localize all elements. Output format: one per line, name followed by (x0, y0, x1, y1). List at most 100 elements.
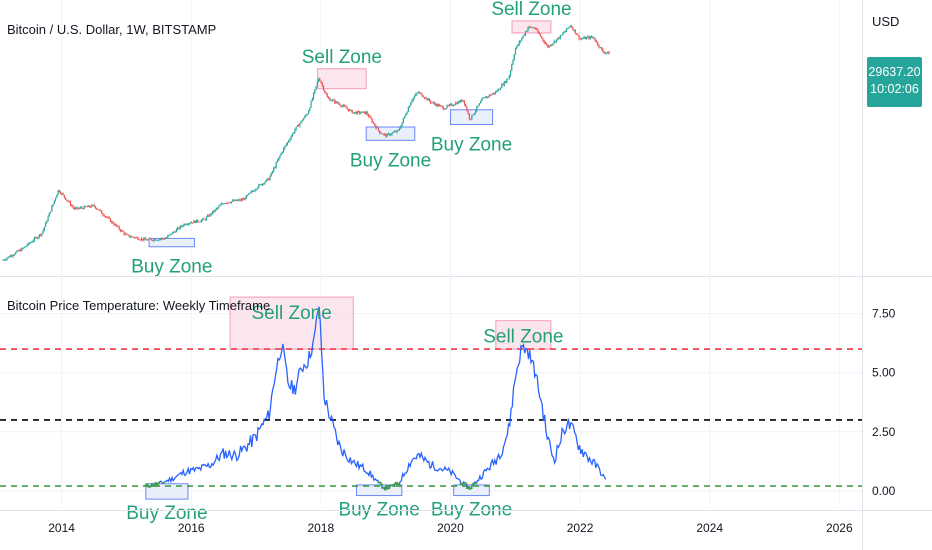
candle-body (539, 34, 542, 37)
candle-body (538, 32, 540, 35)
candle-body (158, 239, 160, 241)
candle-body (607, 51, 609, 53)
candle-body (570, 25, 573, 28)
candle-body (361, 111, 363, 113)
candle-body (235, 199, 237, 201)
candle-body (32, 240, 34, 242)
candle-body (326, 94, 328, 98)
candle-body (77, 207, 79, 209)
candle-body (69, 201, 72, 206)
candle-body (387, 133, 389, 135)
candle-body (254, 189, 256, 191)
candle-body (180, 225, 183, 227)
candle-body (588, 36, 590, 39)
candle-body (408, 105, 411, 108)
candle-body (483, 97, 485, 98)
candle-body (370, 116, 372, 119)
candle-body (239, 199, 241, 201)
candle-body (461, 99, 463, 102)
candle-body (598, 45, 600, 48)
candle-body (316, 81, 318, 86)
candle-body (471, 114, 473, 120)
candle-body (445, 108, 447, 110)
candle-body (183, 223, 185, 227)
grid (0, 0, 862, 505)
candle-body (599, 47, 601, 48)
candle-body (96, 208, 98, 210)
candle-body (440, 105, 442, 107)
candle-body (306, 114, 308, 115)
candle-body (177, 227, 179, 230)
candle-body (499, 88, 502, 90)
candle-body (482, 97, 484, 99)
candle-body (116, 224, 118, 227)
candle-body (364, 111, 366, 114)
candle-body (351, 110, 353, 114)
candle-body (17, 250, 19, 252)
candle-body (124, 233, 126, 235)
candle-body (228, 202, 230, 204)
candle-body (557, 37, 559, 40)
candle-body (6, 257, 8, 260)
candle-body (33, 237, 36, 241)
candle-body (575, 33, 578, 35)
candle-body (413, 96, 416, 98)
candle-body (526, 30, 528, 32)
candle-body (185, 224, 188, 226)
candle-body (516, 45, 518, 49)
candle-body (72, 205, 74, 208)
candle-body (118, 226, 120, 230)
temp-zone-buy-0 (145, 483, 189, 500)
candle-body (390, 134, 392, 136)
candle-body (375, 125, 377, 129)
candle-body (494, 91, 497, 94)
candle-body (274, 167, 276, 169)
candle-body (354, 112, 356, 113)
candle-body (564, 30, 566, 33)
candle-body (305, 114, 307, 116)
candle-body (425, 97, 427, 99)
candle-body (27, 242, 29, 246)
candle-body (245, 195, 247, 199)
candle-body (608, 51, 610, 55)
candle-body (113, 223, 115, 226)
candle-body (94, 206, 97, 209)
candle-body (43, 226, 45, 231)
candle-body (92, 205, 94, 206)
candle-body (577, 34, 579, 36)
candle-body (398, 128, 401, 131)
bar-countdown: 10:02:06 (870, 82, 919, 96)
candle-body (303, 118, 305, 121)
candle-body (312, 93, 315, 99)
candle-body (534, 28, 537, 30)
candle-body (532, 27, 534, 29)
candle-body (548, 45, 550, 48)
candle-body (258, 184, 260, 188)
candle-body (199, 221, 201, 223)
candle-body (22, 247, 24, 249)
candle-body (537, 29, 539, 33)
y-tick-label: 2.50 (872, 425, 896, 439)
candle-body (481, 98, 483, 102)
candle-body (514, 48, 517, 55)
candle-body (30, 242, 32, 244)
candle-body (347, 109, 350, 111)
candle-body (281, 151, 284, 153)
candle-body (392, 132, 394, 134)
candle-body (107, 217, 109, 219)
price-zone-label-4: Sell Zone (491, 0, 571, 20)
candle-body (327, 97, 330, 99)
candle-body (289, 139, 291, 141)
candle-body (273, 168, 275, 172)
candle-body (283, 148, 285, 152)
candle-body (546, 43, 548, 45)
candle-body (379, 130, 381, 134)
candle-body (279, 155, 281, 158)
candle-body (249, 192, 251, 194)
candle-body (190, 222, 193, 224)
candle-body (168, 234, 170, 236)
candle-body (229, 202, 231, 204)
